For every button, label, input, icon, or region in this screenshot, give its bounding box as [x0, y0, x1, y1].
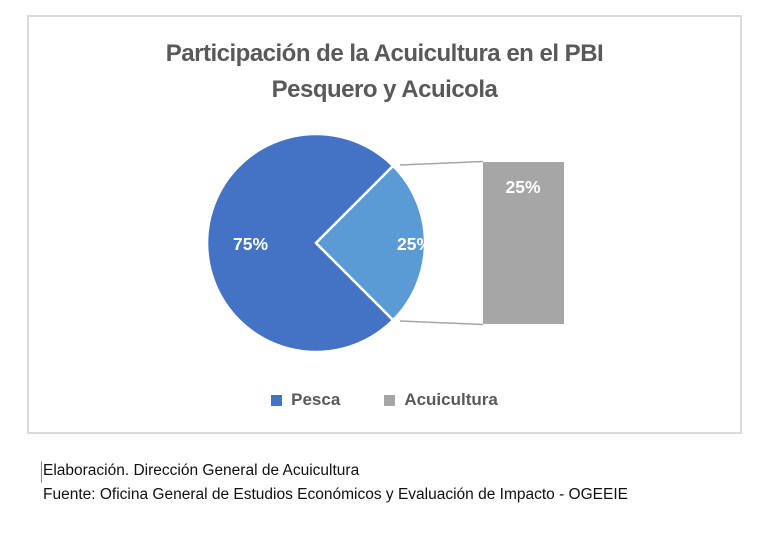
- connector-line-bottom: [399, 320, 484, 326]
- pie-label-pesca: 75%: [233, 234, 268, 254]
- elaboracion-note: Elaboración. Dirección General de Acuicu…: [43, 462, 360, 479]
- chart-title: Participación de la Acuicultura en el PB…: [29, 36, 740, 108]
- legend-label-acuicultura: Acuicultura: [404, 390, 498, 409]
- connector-line-top: [399, 160, 484, 166]
- bar-label-acuicultura: 25%: [505, 177, 540, 197]
- chart-legend: Pesca Acuicultura: [29, 390, 740, 410]
- chart-title-line-1: Participación de la Acuicultura en el PB…: [165, 40, 604, 67]
- fuente-note: Fuente: Oficina General de Estudios Econ…: [43, 486, 628, 503]
- legend-swatch-pesca-icon: [271, 394, 283, 406]
- pie-slice-acuicultura[interactable]: [314, 164, 427, 322]
- chart-area[interactable]: Participación de la Acuicultura en el PB…: [27, 15, 742, 434]
- chart-title-line-2: Pesquero y Acuicola: [271, 76, 498, 103]
- legend-item-acuicultura[interactable]: Acuicultura: [384, 390, 498, 410]
- legend-item-pesca[interactable]: Pesca: [271, 390, 340, 410]
- legend-swatch-acuicultura: [384, 394, 396, 406]
- text-cursor: [41, 461, 42, 483]
- source-notes: Elaboración. Dirección General de Acuicu…: [43, 459, 628, 507]
- bar-segment-acuicultura[interactable]: [483, 162, 564, 324]
- pie-label-acuicultura: 25%: [397, 234, 432, 254]
- legend-swatch-pesca: [271, 394, 283, 406]
- pie-slice-pesca[interactable]: [205, 132, 395, 354]
- legend-label-pesca: Pesca: [291, 390, 341, 409]
- chart-plot: 75% 25% 25%: [205, 132, 564, 354]
- legend-swatch-acuicultura-icon: [384, 394, 396, 406]
